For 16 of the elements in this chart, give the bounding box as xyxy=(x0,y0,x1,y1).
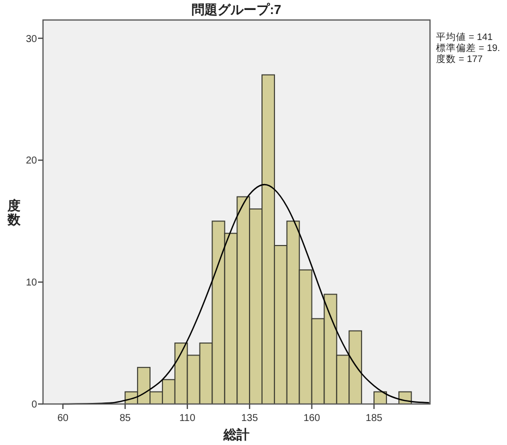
y-tick-label: 10 xyxy=(26,278,38,289)
y-tick-label: 30 xyxy=(26,34,38,45)
x-tick-label: 110 xyxy=(179,413,196,424)
text: 度数 = 177 xyxy=(436,53,483,65)
y-tick-label: 0 xyxy=(31,400,38,410)
text: 平均値 = 141 xyxy=(436,31,493,43)
x-axis-title: 総計 xyxy=(222,427,250,442)
x-tick-label: 185 xyxy=(366,413,383,424)
x-tick-label: 60 xyxy=(57,413,69,424)
x-tick-label: 160 xyxy=(303,413,321,424)
x-tick-label: 85 xyxy=(120,413,132,424)
y-tick-label: 20 xyxy=(26,156,38,167)
chart-title: 問題グループ:7 xyxy=(192,2,282,17)
y-axis-title: 度数 xyxy=(6,198,22,227)
x-tick-label: 135 xyxy=(241,413,258,424)
text: 標準偏差 = 19. xyxy=(436,42,500,54)
